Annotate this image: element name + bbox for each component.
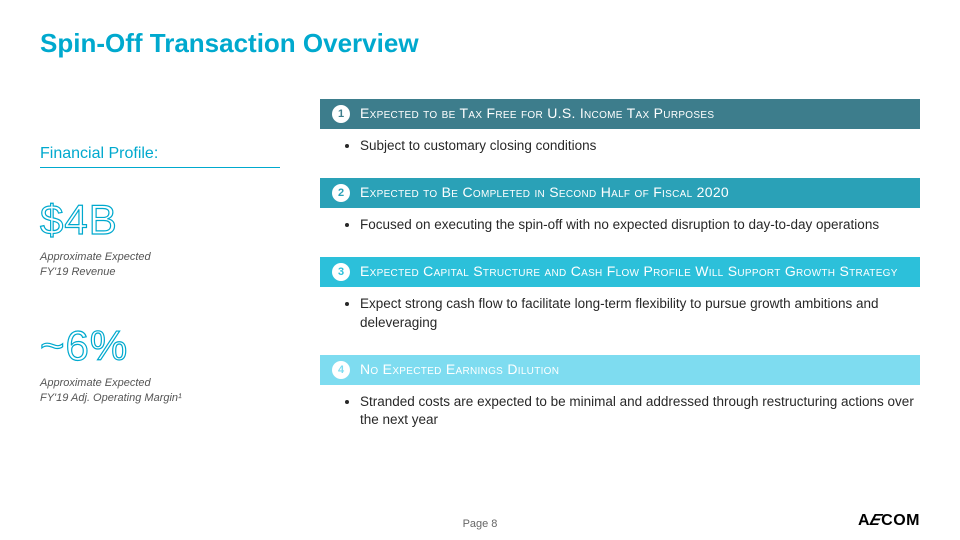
- financial-profile-heading: Financial Profile:: [40, 145, 280, 168]
- stat-revenue: $4B Approximate ExpectedFY'19 Revenue: [40, 196, 288, 280]
- bullet-item: Stranded costs are expected to be minima…: [360, 393, 920, 431]
- section-heading: Expected Capital Structure and Cash Flow…: [360, 263, 898, 281]
- stat-margin: ~6% Approximate ExpectedFY'19 Adj. Opera…: [40, 322, 288, 406]
- page-title: Spin-Off Transaction Overview: [40, 28, 920, 59]
- section-heading: Expected to Be Completed in Second Half …: [360, 184, 729, 202]
- bullet-item: Expect strong cash flow to facilitate lo…: [360, 295, 920, 333]
- stat-value: $4B: [40, 196, 288, 244]
- stat-value: ~6%: [40, 322, 288, 370]
- section-2: 2 Expected to Be Completed in Second Hal…: [320, 178, 920, 245]
- badge-icon: 4: [332, 361, 350, 379]
- section-3: 3 Expected Capital Structure and Cash Fl…: [320, 257, 920, 343]
- section-bar: 3 Expected Capital Structure and Cash Fl…: [320, 257, 920, 287]
- brand-logo: AECOM: [858, 512, 920, 530]
- content-row: Financial Profile: $4B Approximate Expec…: [40, 99, 920, 452]
- bullet-item: Focused on executing the spin-off with n…: [360, 216, 920, 235]
- section-heading: No Expected Earnings Dilution: [360, 361, 559, 379]
- right-column: 1 Expected to be Tax Free for U.S. Incom…: [320, 99, 920, 452]
- section-4: 4 No Expected Earnings Dilution Stranded…: [320, 355, 920, 441]
- bullet-list: Stranded costs are expected to be minima…: [320, 385, 920, 441]
- bullet-list: Subject to customary closing conditions: [320, 129, 920, 166]
- page-number: Page 8: [0, 518, 960, 530]
- section-bar: 4 No Expected Earnings Dilution: [320, 355, 920, 385]
- badge-icon: 1: [332, 105, 350, 123]
- bullet-list: Expect strong cash flow to facilitate lo…: [320, 287, 920, 343]
- logo-text: AECOM: [858, 512, 920, 529]
- left-column: Financial Profile: $4B Approximate Expec…: [40, 99, 288, 452]
- bullet-list: Focused on executing the spin-off with n…: [320, 208, 920, 245]
- slide: Spin-Off Transaction Overview Financial …: [0, 0, 960, 540]
- section-1: 1 Expected to be Tax Free for U.S. Incom…: [320, 99, 920, 166]
- stat-caption: Approximate ExpectedFY'19 Revenue: [40, 250, 288, 280]
- bullet-item: Subject to customary closing conditions: [360, 137, 920, 156]
- section-bar: 2 Expected to Be Completed in Second Hal…: [320, 178, 920, 208]
- section-bar: 1 Expected to be Tax Free for U.S. Incom…: [320, 99, 920, 129]
- stat-caption: Approximate ExpectedFY'19 Adj. Operating…: [40, 376, 288, 406]
- badge-icon: 2: [332, 184, 350, 202]
- section-heading: Expected to be Tax Free for U.S. Income …: [360, 105, 714, 123]
- badge-icon: 3: [332, 263, 350, 281]
